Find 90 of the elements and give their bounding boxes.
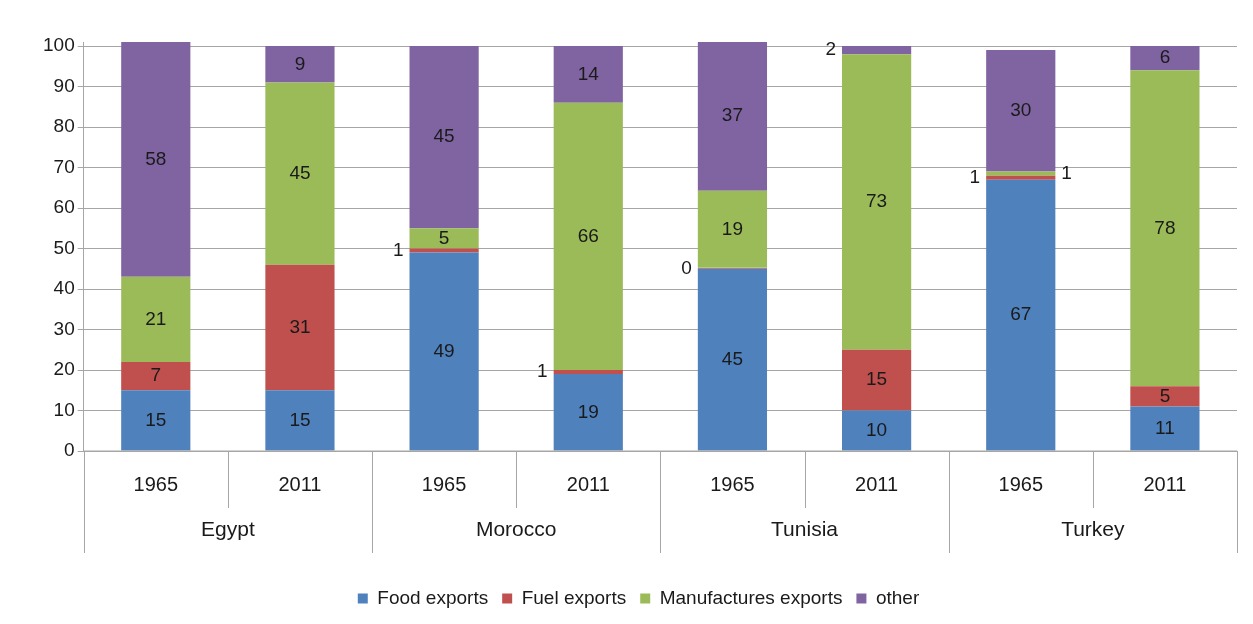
data-label: 0 <box>681 257 692 279</box>
text: Morocco <box>475 516 557 540</box>
bar <box>409 252 479 451</box>
data-label: 2 <box>825 38 836 60</box>
y-tick-label: 60 <box>53 196 75 218</box>
bar <box>986 179 1056 451</box>
bar <box>553 46 623 103</box>
bar <box>697 268 768 451</box>
data-label: 1 <box>392 238 404 260</box>
data-label: 37 <box>721 104 743 126</box>
bar <box>842 54 912 350</box>
data-label: 1 <box>537 360 548 382</box>
data-label: 21 <box>145 307 167 329</box>
data-label: 9 <box>294 52 306 74</box>
data-label: 6 <box>1159 46 1171 68</box>
bar <box>1130 70 1200 387</box>
data-label: 5 <box>1159 384 1171 406</box>
y-tick-label: 80 <box>53 115 75 137</box>
bar <box>986 175 1056 180</box>
data-label: 1 <box>969 165 981 187</box>
data-label: 67 <box>1010 303 1032 325</box>
bar <box>842 349 912 411</box>
text: Tunisia <box>771 516 839 540</box>
y-tick-label: 10 <box>53 398 75 420</box>
data-label: 5 <box>438 226 450 248</box>
x-tick-label: 2011 <box>1143 472 1187 495</box>
legend-label: Manufactures exports <box>659 586 843 608</box>
data-label: 19 <box>577 400 599 422</box>
bar <box>121 361 191 391</box>
bar <box>121 42 191 277</box>
data-label: 49 <box>433 339 455 361</box>
x-tick-label: 1965 <box>998 472 1044 495</box>
bar <box>842 410 912 451</box>
data-label: 11 <box>1155 416 1175 438</box>
bar <box>265 46 335 83</box>
y-tick-label: 0 <box>64 439 75 461</box>
data-label: 1 <box>1061 161 1072 183</box>
data-label: 19 <box>721 217 743 239</box>
bar <box>553 374 623 451</box>
bar <box>121 276 191 362</box>
bar <box>265 82 335 265</box>
y-tick-label: 90 <box>53 74 75 96</box>
data-label: 15 <box>145 408 167 430</box>
y-tick-label: 50 <box>53 236 75 258</box>
data-label: 45 <box>289 161 311 183</box>
bar <box>409 46 479 229</box>
bar <box>986 171 1056 176</box>
data-label: 78 <box>1154 216 1176 238</box>
data-label: 31 <box>289 315 311 337</box>
text: Turkey <box>1061 516 1126 540</box>
bar <box>265 390 335 451</box>
x-tick-label: 2011 <box>855 472 899 495</box>
x-tick-label: 1965 <box>710 472 755 495</box>
bar <box>986 50 1056 172</box>
bar <box>842 46 912 55</box>
data-label: 58 <box>145 147 167 169</box>
data-label: 45 <box>433 125 455 147</box>
text: Egypt <box>201 516 255 540</box>
x-tick-label: 1965 <box>421 472 467 495</box>
data-label: 73 <box>866 190 888 212</box>
legend-label: other <box>875 586 920 608</box>
bar <box>553 370 623 375</box>
data-label: 45 <box>721 347 743 369</box>
bar <box>265 264 335 391</box>
data-label: 30 <box>1010 99 1032 121</box>
bar <box>121 390 191 451</box>
data-label: 14 <box>577 62 600 84</box>
bar <box>1130 46 1200 71</box>
bar <box>553 102 623 371</box>
x-tick-label: 2011 <box>278 472 322 495</box>
bar <box>1130 406 1200 451</box>
x-tick-label: 2011 <box>566 472 610 495</box>
bar <box>697 42 768 191</box>
data-label: 66 <box>577 224 599 246</box>
bar <box>697 190 768 268</box>
y-tick-label: 40 <box>53 277 75 299</box>
x-tick-label: 1965 <box>133 472 179 495</box>
data-label: 15 <box>289 408 311 430</box>
bar <box>409 248 479 253</box>
legend-label: Fuel exports <box>521 586 627 608</box>
data-label: 10 <box>866 418 888 440</box>
y-tick-label: 70 <box>53 155 75 177</box>
legend-label: Food exports <box>377 586 489 608</box>
y-tick-label: 20 <box>53 358 75 380</box>
data-label: 15 <box>866 368 888 390</box>
bar <box>1130 386 1200 407</box>
data-label: 7 <box>150 364 162 386</box>
y-tick-label: 100 <box>43 34 75 56</box>
y-tick-label: 30 <box>53 317 75 339</box>
bar <box>409 228 479 249</box>
